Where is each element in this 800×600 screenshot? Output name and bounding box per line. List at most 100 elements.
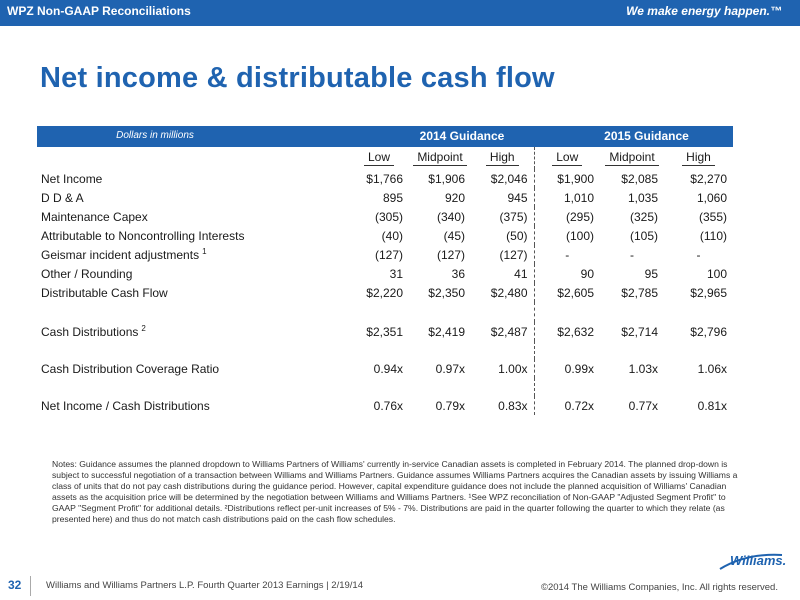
column-header: High [471,147,535,169]
table-row: Cash Distributions 2 $2,351 $2,419 $2,487 $2,… [37,322,733,341]
spacer-cell [409,378,471,396]
spacer-cell [37,302,349,322]
table-row: Distributable Cash Flow $2,220 $2,350 $2,48… [37,283,733,302]
table-row: Maintenance Capex (305) (340) (375) (295) (32… [37,207,733,226]
row-label-cell: Attributable to Noncontrolling Interests [37,226,349,245]
column-header-row: Low Midpoint High Low Midpoint High [37,147,733,169]
footnote-marker: 1 [202,247,207,256]
spacer-cell [600,341,664,359]
footnote-marker: 2 [141,324,146,333]
spacer-cell [534,341,600,359]
value-cell: 41 [471,264,535,283]
table-row: Geismar incident adjustments 1 (127) (127) (… [37,245,733,264]
value-cell: 1.06x [697,361,727,376]
value-cell: 0.72x [564,398,594,413]
value-cell: (40) [381,228,403,243]
row-label: Net Income / Cash Distributions [41,398,210,413]
row-label: Other / Rounding [41,266,133,281]
value-cell: (325) [629,209,658,224]
spacer-cell [471,302,535,322]
value-cell: 1,035 [627,190,658,205]
column-header-label: Low [552,150,583,166]
value-cell: (110) [699,228,727,243]
value-cell: 920 [444,190,465,205]
logo-wordmark: Williams. [730,553,787,568]
footer-event: Williams and Williams Partners L.P. Four… [46,580,363,591]
row-label: Maintenance Capex [41,209,148,224]
spacer-cell [600,302,664,322]
units-label: Dollars in millions [116,130,194,141]
tagline: We make energy happen.™ [626,4,782,18]
row-label-cell: Cash Distribution Coverage Ratio [37,359,349,378]
row-label-cell: Geismar incident adjustments 1 [37,245,349,264]
column-header: Low [534,147,600,169]
value-cell: $1,906 [428,171,465,186]
value-cell: - [630,247,634,262]
column-header-label: Low [363,150,394,166]
williams-logo: Williams. [716,549,786,573]
value-cell: (127) [436,247,465,262]
row-label: Net Income [41,171,103,186]
value-cell: (105) [629,228,658,243]
value-cell: - [565,247,570,262]
spacer-cell [349,341,409,359]
value-cell: 0.76x [373,398,403,413]
spacer-cell [349,378,409,396]
value-cell: 895 [382,190,403,205]
row-label: Distributable Cash Flow [41,285,168,300]
logo-swoosh-icon [719,553,783,570]
spacer-cell [600,378,664,396]
value-cell: $2,965 [690,285,727,300]
column-header-label: High [682,150,715,166]
table-row: Cash Distribution Coverage Ratio 0.94x 0.9… [37,359,733,378]
value-cell: $2,085 [621,171,658,186]
page-title: Net income & distributable cash flow [40,62,555,94]
value-cell: $2,351 [366,324,403,339]
spacer-cell [471,341,535,359]
value-cell: $2,419 [428,324,465,339]
value-cell: $2,632 [557,324,594,339]
spacer-cell [664,302,733,322]
footer-copyright: ©2014 The Williams Companies, Inc. All r… [540,582,778,593]
value-cell: 0.97x [435,361,465,376]
value-cell: $2,487 [471,322,535,341]
spacer-cell [534,378,600,396]
value-cell: 0.77x [628,398,658,413]
spacer-row [37,378,733,396]
value-cell: 0.79x [435,398,465,413]
value-cell: 1,010 [563,190,594,205]
value-cell: - [696,247,701,262]
value-cell: 36 [451,266,465,281]
table-row: D D & A 895 920 945 1,010 1,035 1,060 [37,188,733,207]
page-number: 32 [8,578,22,592]
value-cell: $2,220 [366,285,403,300]
spacer-cell [534,302,600,322]
spacer-cell [409,302,471,322]
row-label-cell: Maintenance Capex [37,207,349,226]
value-cell: $1,900 [557,171,594,186]
column-header-label: Midpoint [413,150,467,166]
notes-text: Notes: Guidance assumes the planned drop… [52,459,738,524]
spacer-cell [37,341,349,359]
value-cell: $2,785 [621,285,658,300]
group-2015-label: 2015 Guidance [604,129,689,143]
spacer-row [37,302,733,322]
value-cell: (375) [471,207,535,226]
value-cell: (305) [374,209,403,224]
spacer-cell [409,341,471,359]
row-label-cell: D D & A [37,188,349,207]
column-header: Low [349,147,409,169]
value-cell: $1,766 [366,171,403,186]
row-label-cell: Distributable Cash Flow [37,283,349,302]
value-cell: 945 [471,188,535,207]
footer-divider [30,576,31,596]
value-cell: (355) [698,209,727,224]
value-cell: (340) [436,209,465,224]
data-table: Low Midpoint High Low Midpoint High Net Income… [37,147,733,415]
spacer-row [37,341,733,359]
row-label: Attributable to Noncontrolling Interests [41,228,245,243]
row-label-cell: Other / Rounding [37,264,349,283]
value-cell: 90 [580,266,594,281]
column-header: High [664,147,733,169]
table-header-band: Dollars in millions 2014 Guidance 2015 G… [37,126,733,147]
